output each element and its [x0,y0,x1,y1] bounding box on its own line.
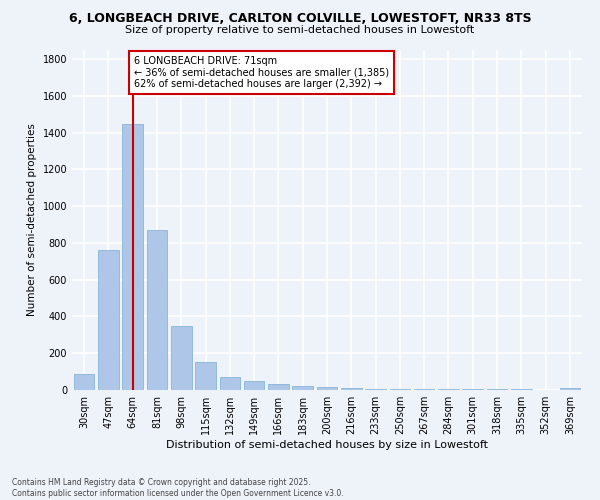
Bar [414,389,434,390]
Bar [341,388,362,390]
Bar [244,381,265,390]
Bar [146,230,167,390]
Y-axis label: Number of semi-detached properties: Number of semi-detached properties [27,124,37,316]
X-axis label: Distribution of semi-detached houses by size in Lowestoft: Distribution of semi-detached houses by … [166,440,488,450]
Bar [317,387,337,390]
Bar [438,389,459,390]
Bar [122,124,143,390]
Text: 6 LONGBEACH DRIVE: 71sqm
← 36% of semi-detached houses are smaller (1,385)
62% o: 6 LONGBEACH DRIVE: 71sqm ← 36% of semi-d… [134,56,389,88]
Bar [365,388,386,390]
Bar [268,384,289,390]
Bar [463,389,483,390]
Bar [220,377,240,390]
Bar [171,326,191,390]
Text: 6, LONGBEACH DRIVE, CARLTON COLVILLE, LOWESTOFT, NR33 8TS: 6, LONGBEACH DRIVE, CARLTON COLVILLE, LO… [68,12,532,26]
Bar [74,374,94,390]
Bar [560,388,580,390]
Bar [389,388,410,390]
Text: Contains HM Land Registry data © Crown copyright and database right 2025.
Contai: Contains HM Land Registry data © Crown c… [12,478,344,498]
Text: Size of property relative to semi-detached houses in Lowestoft: Size of property relative to semi-detach… [125,25,475,35]
Bar [292,386,313,390]
Bar [195,362,216,390]
Bar [98,250,119,390]
